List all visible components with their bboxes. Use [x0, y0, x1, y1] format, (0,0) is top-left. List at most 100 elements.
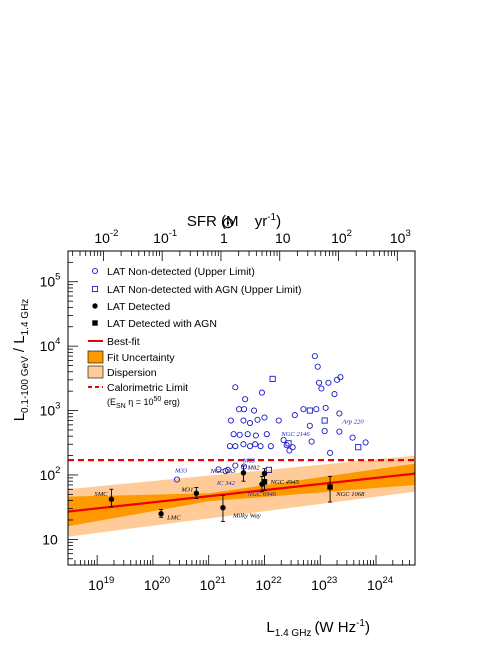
galaxy-label: NGC 2146: [280, 431, 310, 438]
nondetected-point: [280, 436, 287, 443]
nondetected-point: [308, 438, 315, 445]
nondetected-point: [246, 443, 254, 450]
nondetected-point: [349, 434, 356, 441]
nondetected-point: [227, 417, 234, 424]
legend-label: LAT Non-detected with AGN (Upper Limit): [107, 284, 302, 296]
detected-point: [158, 511, 164, 517]
nondetected-point: [215, 466, 222, 473]
nondetected-point: [250, 407, 258, 414]
galaxy-annotations: SMC LMC M31 Milky Way M33 IC 342 NGC 253 M82M83…: [94, 419, 365, 522]
nondetected-point: [327, 449, 334, 456]
nondetected-point: [311, 353, 318, 360]
data-points: [108, 353, 369, 522]
detected-point: [220, 505, 226, 511]
y-tick-label: 102: [40, 465, 61, 483]
axes: 1019 1020 1021 1022 1023 10241010210310410510…: [40, 228, 416, 593]
nondetected-point: [244, 431, 251, 438]
legend-nondetected-agn-icon: [91, 285, 99, 293]
nondetected-point: [306, 422, 313, 429]
nondetected-point: [258, 389, 265, 396]
fit-bands: [68, 455, 415, 537]
legend-label: LAT Non-detected (Upper Limit): [107, 266, 255, 278]
detected-point: [193, 490, 200, 496]
detected-agn-point: [327, 484, 333, 490]
nondetected-point: [230, 431, 237, 438]
nondetected-point: [275, 417, 282, 424]
sun-symbol-icon: [222, 217, 234, 229]
nondetected-point: [318, 385, 325, 392]
galaxy-label: NGC 6946: [247, 491, 277, 498]
nondetected-point: [291, 412, 298, 419]
nondetected-point: [313, 406, 320, 413]
x-tick-label: 1023: [311, 575, 337, 593]
galaxy-label: Milky Way: [232, 513, 261, 520]
nondetected-point: [337, 374, 344, 381]
legend-detected-icon: [92, 303, 98, 309]
galaxy-label: IC 342: [216, 480, 236, 487]
legend: LAT Non-detected (Upper Limit) LAT Non-de…: [87, 266, 302, 410]
top-axis-label: SFR (M yr-1): [187, 212, 281, 230]
detected-agn-point: [261, 479, 268, 485]
nondetected-point: [283, 442, 290, 449]
y-tick-label: 10: [42, 531, 58, 547]
nondetected-point: [314, 363, 321, 370]
top-tick-label: 10: [275, 230, 291, 246]
nondetected-point: [240, 441, 247, 448]
nondetected-agn-point: [285, 440, 292, 447]
legend-label: Dispersion: [107, 367, 157, 379]
nondetected-point: [325, 379, 332, 386]
y-tick-label: 105: [40, 272, 61, 290]
nondetected-point: [252, 432, 259, 439]
nondetected-point: [322, 404, 329, 411]
nondetected-point: [315, 379, 323, 386]
nondetected-point: [232, 384, 239, 391]
legend-label: Best-fit: [107, 336, 140, 348]
nondetected-agn-point: [306, 407, 313, 414]
nondetected-point: [232, 443, 239, 450]
nondetected-point: [240, 463, 248, 470]
top-tick-label: 10-1: [153, 228, 177, 246]
legend-calorimetric-note: (ESN η = 1050 erg): [107, 396, 180, 410]
nondetected-point: [242, 396, 249, 403]
nondetected-point: [300, 406, 307, 413]
nondetected-agn-point: [355, 444, 362, 451]
y-tick-label: 103: [40, 401, 61, 419]
galaxy-label: NGC 253: [209, 468, 236, 475]
galaxy-label: M33: [174, 468, 188, 475]
nondetected-agn-point: [269, 375, 276, 382]
legend-detected-agn-icon: [92, 320, 98, 326]
nondetected-point: [254, 416, 261, 423]
nondetected-point: [267, 443, 274, 450]
nondetected-point: [240, 417, 247, 424]
nondetected-point: [336, 428, 343, 435]
nondetected-point: [286, 447, 293, 454]
legend-nondetected-icon: [91, 267, 99, 275]
nondetected-point: [261, 414, 268, 421]
galaxy-label: LMC: [166, 515, 181, 522]
legend-dispersion-icon: [87, 365, 104, 379]
nondetected-point: [236, 431, 243, 438]
y-tick-label: 104: [40, 336, 61, 354]
top-tick-label: 103: [390, 228, 411, 246]
legend-label: LAT Detected: [107, 301, 170, 313]
x-tick-label: 1021: [200, 575, 226, 593]
nondetected-agn-point: [265, 466, 272, 473]
detected-point: [261, 470, 268, 477]
galaxy-label: M31: [180, 486, 193, 493]
nondetected-point: [257, 443, 264, 450]
best-fit-mark: [67, 472, 416, 513]
galaxy-label: NGC 1068: [335, 491, 365, 498]
nondetected-point: [246, 419, 254, 427]
top-tick-label: 1: [220, 230, 228, 246]
nondetected-point: [232, 462, 239, 469]
plot-frame: [67, 250, 416, 566]
y-axis-label: L0.1-100 GeV / L1.4 GHz: [11, 299, 31, 422]
nondetected-point: [336, 410, 343, 417]
x-tick-label: 1024: [367, 575, 393, 593]
galaxy-label: NGC 4945: [269, 479, 299, 486]
detected-point: [108, 496, 115, 502]
nondetected-point: [331, 391, 338, 398]
x-tick-label: 1022: [255, 575, 281, 593]
